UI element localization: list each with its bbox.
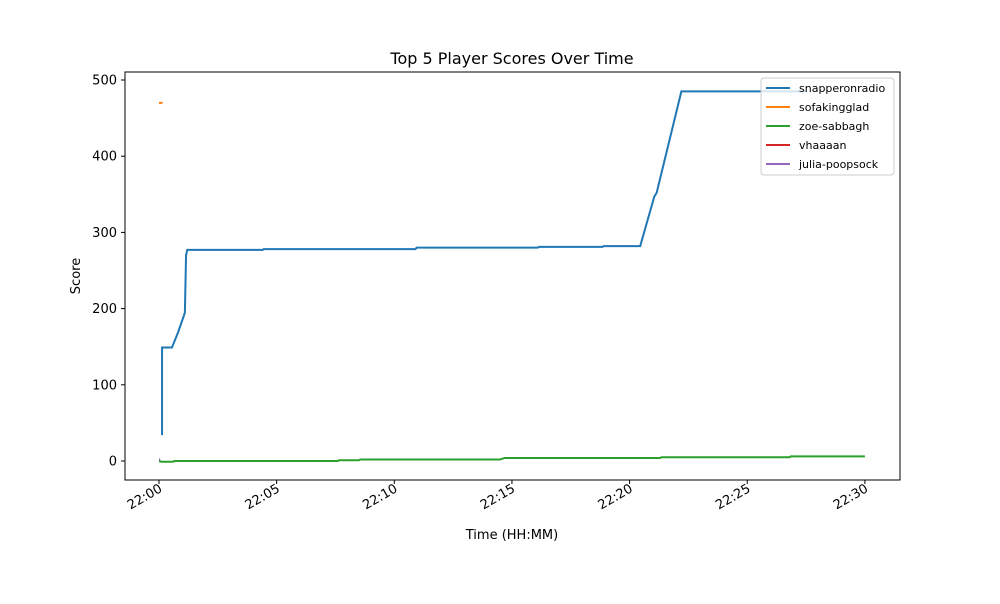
y-tick-label: 300 xyxy=(92,226,117,241)
legend-label: zoe-sabbagh xyxy=(799,120,869,133)
x-tick-label: 22:20 xyxy=(596,481,636,513)
y-axis-label: Score xyxy=(69,258,84,294)
y-tick-label: 100 xyxy=(92,378,117,393)
x-axis-label: Time (HH:MM) xyxy=(465,528,558,543)
y-tick-label: 400 xyxy=(92,150,117,165)
series-line-snapperonradio xyxy=(161,90,807,436)
y-tick-label: 500 xyxy=(92,74,117,89)
series-line-zoe-sabbagh xyxy=(158,455,865,463)
x-tick-label: 22:30 xyxy=(831,481,871,513)
legend-box xyxy=(760,77,895,176)
x-tick-label: 22:00 xyxy=(125,481,165,513)
y-tick-label: 200 xyxy=(92,302,117,317)
x-tick-label: 22:05 xyxy=(243,481,283,513)
legend-label: snapperonradio xyxy=(799,82,885,95)
legend-label: julia-poopsock xyxy=(798,158,879,171)
x-tick-label: 22:10 xyxy=(360,481,400,513)
y-tick-label: 0 xyxy=(109,455,117,470)
legend-label: sofakingglad xyxy=(799,101,869,114)
legend-label: vhaaaan xyxy=(799,139,846,152)
axes-frame xyxy=(124,71,901,481)
x-tick-label: 22:25 xyxy=(713,481,753,513)
x-tick-label: 22:15 xyxy=(478,481,518,513)
legend: snapperonradio sofakingglad zoe-sabbagh vha… xyxy=(760,77,895,176)
plot-area xyxy=(158,90,865,463)
chart-title: Top 5 Player Scores Over Time xyxy=(389,49,633,68)
